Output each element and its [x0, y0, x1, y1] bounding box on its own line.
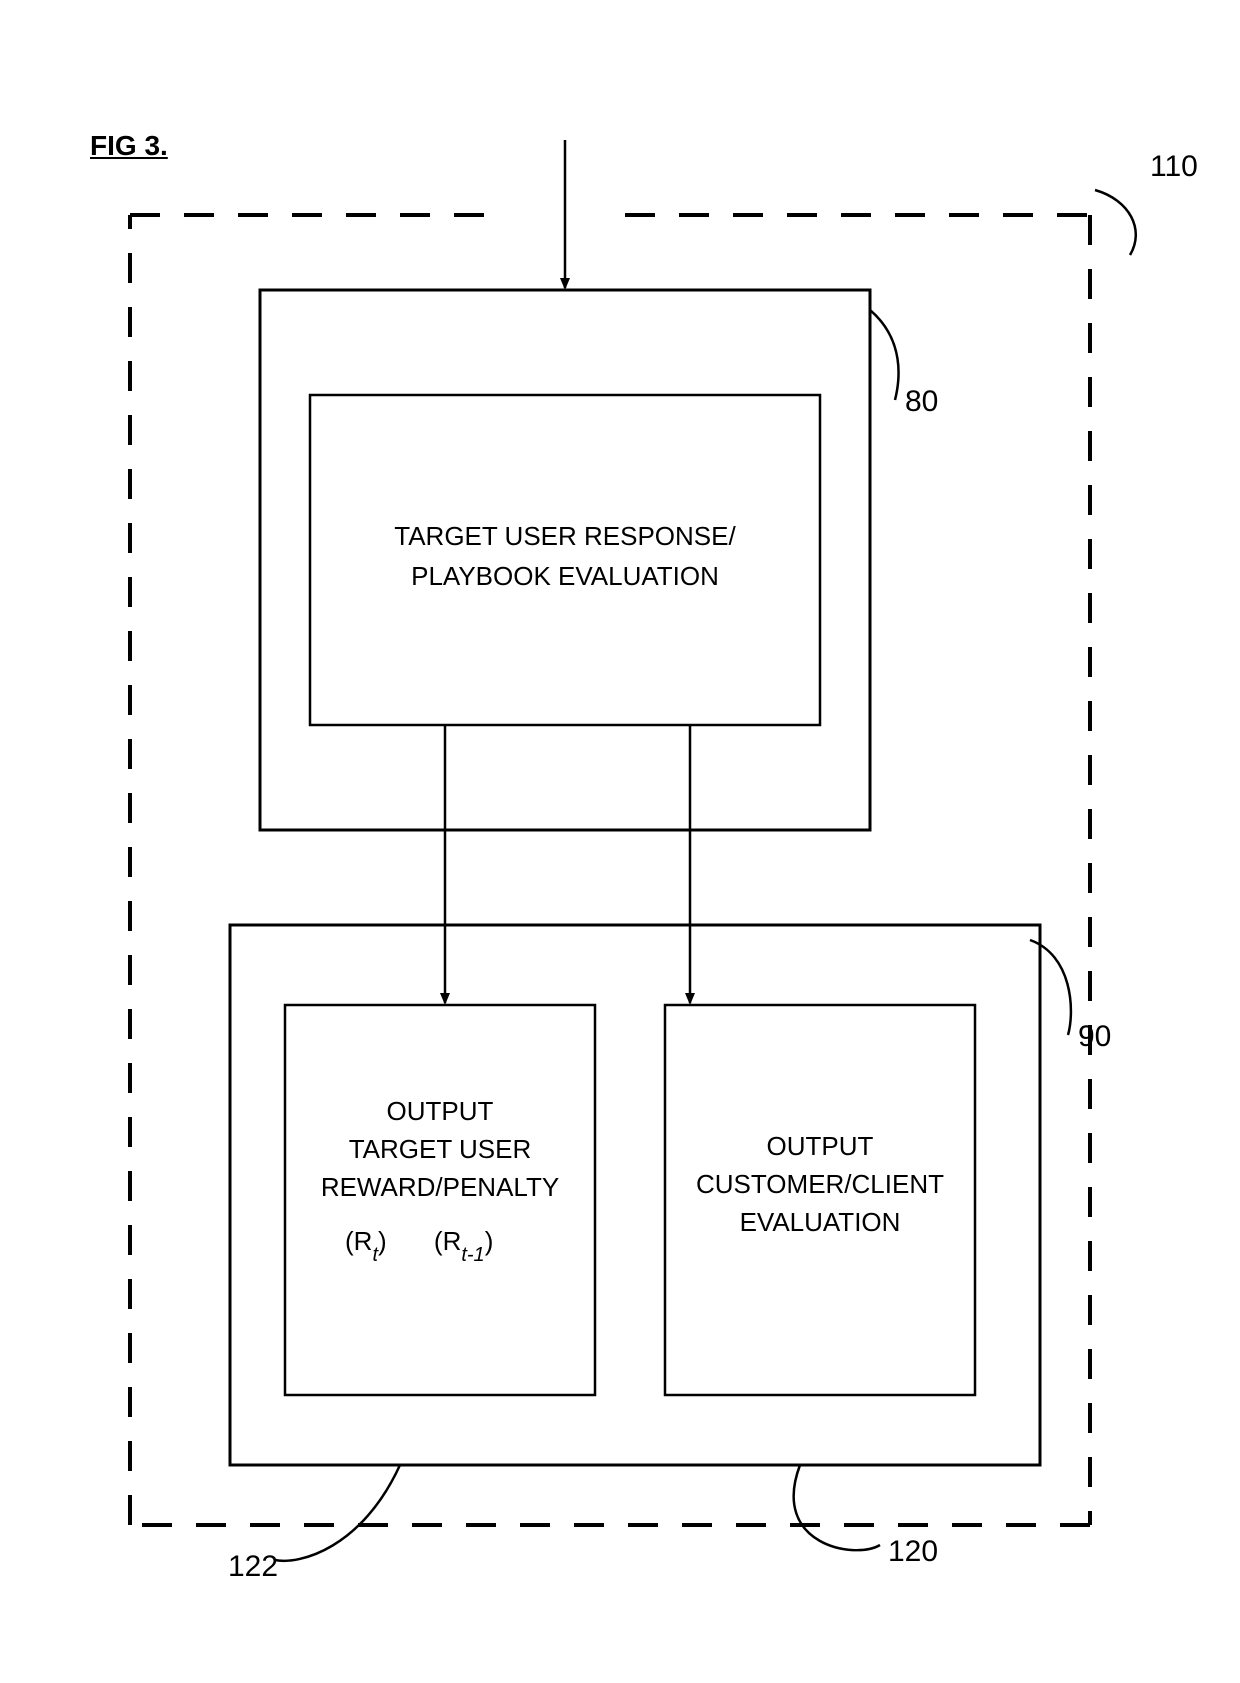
- top-inner-text-line1: TARGET USER RESPONSE/: [394, 521, 736, 551]
- callout-120: 120: [888, 1535, 938, 1569]
- rt-close: ): [378, 1226, 387, 1256]
- callout-80: 80: [905, 385, 938, 419]
- curve-122: [275, 1465, 400, 1561]
- diagram-svg: TARGET USER RESPONSE/ PLAYBOOK EVALUATIO…: [0, 0, 1240, 1683]
- bottom-right-box: [665, 1005, 975, 1395]
- rt1-sub: t-1: [461, 1244, 484, 1266]
- curve-90: [1030, 940, 1071, 1035]
- callout-110: 110: [1150, 150, 1198, 184]
- bottom-left-line2: TARGET USER: [349, 1134, 532, 1164]
- bottom-right-line1: OUTPUT: [767, 1131, 874, 1161]
- bottom-right-line2: CUSTOMER/CLIENT: [696, 1169, 944, 1199]
- curve-120: [794, 1465, 880, 1550]
- diagram-canvas: FIG 3. TARGET USER RESPONSE/ PLAYBOOK EV…: [0, 0, 1240, 1683]
- curve-110: [1095, 190, 1136, 255]
- bottom-left-line1: OUTPUT: [387, 1096, 494, 1126]
- rt-label: (R: [345, 1226, 372, 1256]
- rt-group: (Rt) (Rt-1): [345, 1226, 493, 1266]
- callout-122: 122: [228, 1550, 278, 1584]
- rt1-label: (R: [434, 1226, 461, 1256]
- bottom-right-line3: EVALUATION: [740, 1207, 901, 1237]
- dashed-boundary: [130, 215, 1090, 1525]
- top-outer-box: [260, 290, 870, 830]
- top-inner-text-line2: PLAYBOOK EVALUATION: [411, 561, 719, 591]
- top-inner-box: [310, 395, 820, 725]
- curve-80: [870, 310, 899, 400]
- rt1-close: ): [485, 1226, 494, 1256]
- callout-90: 90: [1078, 1020, 1111, 1054]
- bottom-left-line3: REWARD/PENALTY: [321, 1172, 559, 1202]
